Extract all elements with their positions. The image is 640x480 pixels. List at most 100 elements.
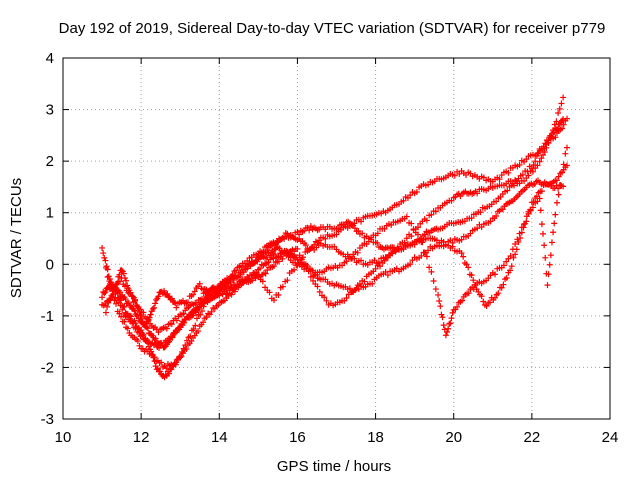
data-point (541, 145, 548, 152)
data-point (439, 314, 446, 321)
data-point (480, 298, 487, 305)
data-point (523, 218, 530, 225)
plot-frame (62, 57, 611, 420)
series-track-2 (99, 116, 567, 381)
data-point (440, 322, 447, 329)
data-point (538, 188, 545, 195)
data-point (536, 195, 543, 202)
data-point (231, 288, 238, 295)
data-point (117, 302, 124, 309)
data-point (300, 254, 307, 261)
y-tick-label: 1 (46, 205, 54, 222)
data-point (356, 280, 363, 287)
data-point (354, 249, 361, 256)
data-point (426, 264, 433, 271)
data-point (294, 245, 301, 252)
x-tick-label: 20 (445, 429, 462, 446)
data-point (192, 322, 199, 329)
data-point (101, 254, 108, 261)
data-point (131, 307, 138, 314)
data-point (548, 239, 555, 246)
x-tick-label: 18 (367, 429, 384, 446)
data-point (444, 329, 451, 336)
data-point (449, 309, 456, 316)
data-point (425, 247, 432, 254)
data-point (150, 304, 157, 311)
y-tick-label: 2 (46, 153, 54, 170)
data-point (259, 278, 266, 285)
data-point (374, 230, 381, 237)
x-tick-label: 24 (602, 429, 619, 446)
data-point (508, 263, 515, 270)
data-point (274, 238, 281, 245)
data-point (529, 204, 536, 211)
data-point (275, 253, 282, 260)
data-point (134, 338, 141, 345)
data-point (111, 297, 118, 304)
data-point (358, 257, 365, 264)
data-point (500, 262, 507, 269)
data-point (275, 291, 282, 298)
data-point (542, 254, 549, 261)
x-tick-label: 10 (55, 429, 72, 446)
data-point (408, 233, 415, 240)
data-point (149, 305, 156, 312)
data-point (145, 317, 152, 324)
data-point (448, 197, 455, 204)
data-point (507, 267, 514, 274)
data-point (545, 271, 552, 278)
data-point (478, 293, 485, 300)
data-point (560, 94, 567, 101)
data-point (166, 370, 173, 377)
data-point (500, 281, 507, 288)
data-point (102, 264, 109, 271)
data-point (553, 199, 560, 206)
data-point (163, 365, 170, 372)
data-point (180, 310, 187, 317)
data-point (558, 100, 565, 107)
data-point (152, 300, 159, 307)
data-point (428, 211, 435, 218)
data-point (423, 253, 430, 260)
data-point (314, 283, 321, 290)
data-point (200, 319, 207, 326)
data-point (560, 121, 567, 128)
data-point (365, 238, 372, 245)
data-point (560, 183, 567, 190)
data-point (123, 277, 130, 284)
data-point (492, 294, 499, 301)
data-point (119, 306, 126, 313)
data-point (515, 238, 522, 245)
data-point (442, 332, 449, 339)
data-point (193, 315, 200, 322)
data-point (307, 223, 314, 230)
data-point (120, 270, 127, 277)
data-point (102, 257, 109, 264)
data-point (361, 278, 368, 285)
data-point (375, 259, 382, 266)
data-point (230, 276, 237, 283)
data-point (492, 271, 499, 278)
data-point (102, 289, 109, 296)
data-point (550, 127, 557, 134)
data-point (512, 240, 519, 247)
data-point (495, 290, 502, 297)
data-point (180, 350, 187, 357)
data-point (358, 218, 365, 225)
data-point (291, 266, 298, 273)
data-point (516, 230, 523, 237)
data-point (247, 263, 254, 270)
data-point (474, 225, 481, 232)
data-point (152, 335, 159, 342)
data-point (137, 312, 144, 319)
data-point (113, 281, 120, 288)
data-point (168, 295, 175, 302)
data-point (458, 250, 465, 257)
data-point (352, 286, 359, 293)
data-point (564, 144, 571, 151)
data-point (551, 121, 558, 128)
data-point (140, 309, 147, 316)
data-point (498, 284, 505, 291)
data-point (536, 158, 543, 165)
